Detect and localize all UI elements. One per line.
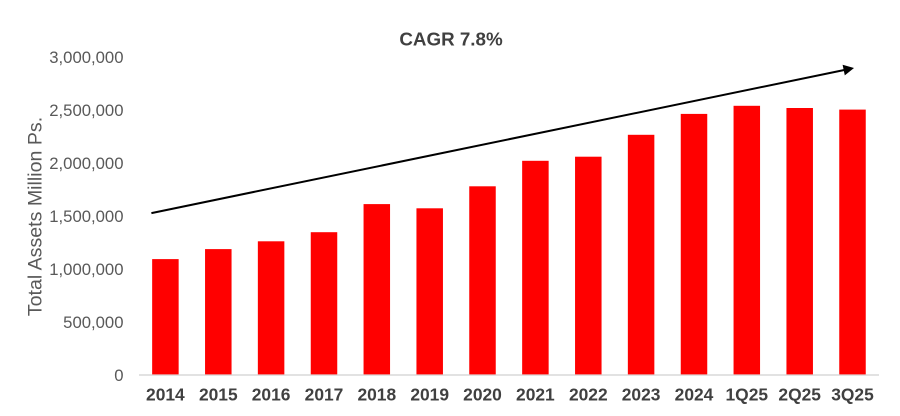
svg-text:2024: 2024	[675, 385, 714, 405]
svg-text:3,000,000: 3,000,000	[49, 48, 123, 67]
svg-text:1,500,000: 1,500,000	[49, 207, 123, 226]
svg-text:2020: 2020	[463, 385, 502, 405]
svg-text:2,500,000: 2,500,000	[49, 101, 123, 120]
svg-text:2019: 2019	[410, 385, 449, 405]
svg-text:2,000,000: 2,000,000	[49, 154, 123, 173]
svg-text:0: 0	[114, 366, 123, 385]
svg-text:2Q25: 2Q25	[778, 385, 821, 405]
svg-text:500,000: 500,000	[63, 313, 123, 332]
svg-text:2018: 2018	[357, 385, 396, 405]
svg-text:1,000,000: 1,000,000	[49, 260, 123, 279]
svg-text:3Q25: 3Q25	[831, 385, 874, 405]
svg-text:2022: 2022	[569, 385, 608, 405]
svg-text:1Q25: 1Q25	[726, 385, 769, 405]
svg-text:2015: 2015	[199, 385, 238, 405]
svg-text:CAGR 7.8%: CAGR 7.8%	[399, 29, 503, 50]
svg-text:2016: 2016	[252, 385, 291, 405]
svg-text:2017: 2017	[305, 385, 344, 405]
svg-text:2023: 2023	[622, 385, 661, 405]
svg-text:2014: 2014	[146, 385, 185, 405]
svg-text:2021: 2021	[516, 385, 555, 405]
svg-text:Total Assets Million Ps.: Total Assets Million Ps.	[25, 117, 47, 316]
